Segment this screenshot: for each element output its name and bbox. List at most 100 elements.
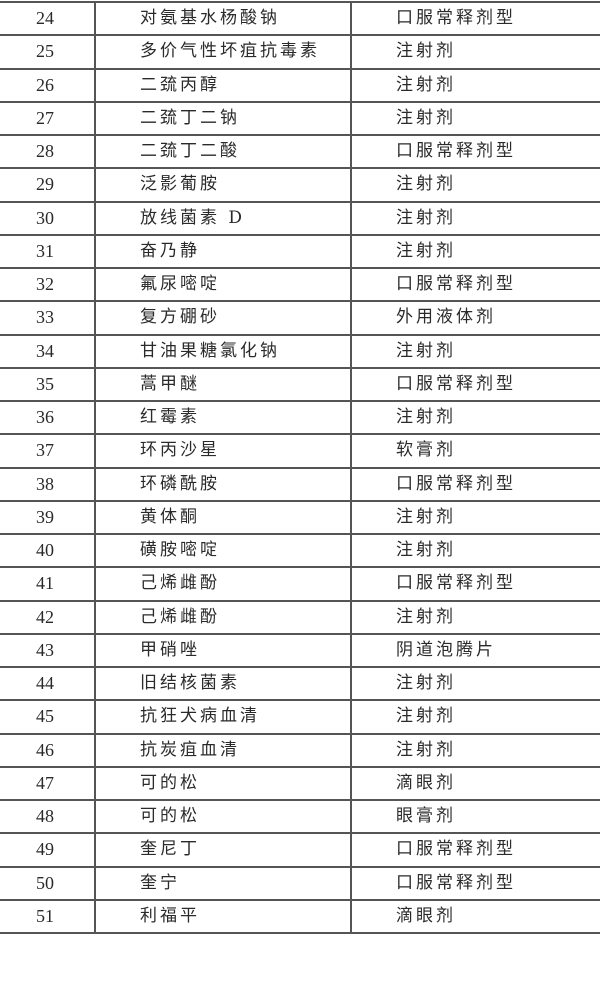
row-number-cell: 44 [0,665,96,702]
dosage-form-cell: 口服常释剂型 [350,566,600,602]
row-number-cell: 31 [0,233,96,270]
row-number-cell: 49 [0,832,96,868]
dosage-form-cell: 滴眼剂 [350,898,600,935]
table-row: 39 黄体酮 注射剂 [0,499,600,536]
dosage-form-cell: 注射剂 [350,599,600,635]
dosage-form-cell: 注射剂 [350,532,600,569]
dosage-form-cell: 口服常释剂型 [350,366,600,403]
drug-name-cell: 抗炭疽血清 [94,732,352,768]
dosage-form-cell: 注射剂 [350,34,600,70]
table-row: 36 红霉素 注射剂 [0,399,600,436]
table-row: 32 氟尿嘧啶 口服常释剂型 [0,266,600,303]
dosage-form-cell: 眼膏剂 [350,798,600,835]
row-number-cell: 37 [0,433,96,469]
row-number-cell: 38 [0,466,96,502]
table-row: 43 甲硝唑 阴道泡腾片 [0,632,600,669]
row-number-cell: 36 [0,399,96,436]
table-row: 33 复方硼砂 外用液体剂 [0,300,600,336]
drug-name-cell: 可的松 [94,765,352,802]
drug-name-cell: 奎尼丁 [94,832,352,868]
row-number-cell: 45 [0,699,96,735]
drug-name-cell: 抗狂犬病血清 [94,699,352,735]
table-row: 25 多价气性坏疽抗毒素 注射剂 [0,34,600,70]
table-row: 28 二巯丁二酸 口服常释剂型 [0,133,600,170]
dosage-form-cell: 注射剂 [350,699,600,735]
row-number-cell: 33 [0,300,96,336]
table-row: 51 利福平 滴眼剂 [0,898,600,935]
dosage-form-cell: 阴道泡腾片 [350,632,600,669]
table-row: 30 放线菌素 D 注射剂 [0,200,600,236]
drug-name-cell: 己烯雌酚 [94,566,352,602]
row-number-cell: 26 [0,67,96,103]
row-number-cell: 27 [0,100,96,137]
drug-name-cell: 甘油果糖氯化钠 [94,333,352,369]
row-number-cell: 35 [0,366,96,403]
drug-table-body: 24 对氨基水杨酸钠 口服常释剂型 25 多价气性坏疽抗毒素 注射剂 26 二巯丙醇 注射剂 27… [0,0,600,935]
table-row: 35 蒿甲醚 口服常释剂型 [0,366,600,403]
row-number-cell: 39 [0,499,96,536]
row-number-cell: 50 [0,865,96,901]
row-number-cell: 29 [0,167,96,203]
row-number-cell: 40 [0,532,96,569]
table-row: 40 磺胺嘧啶 注射剂 [0,532,600,569]
drug-name-cell: 多价气性坏疽抗毒素 [94,34,352,70]
drug-name-cell: 环丙沙星 [94,433,352,469]
drug-table: 24 对氨基水杨酸钠 口服常释剂型 25 多价气性坏疽抗毒素 注射剂 26 二巯丙醇 注射剂 27… [0,0,600,935]
table-row: 41 己烯雌酚 口服常释剂型 [0,566,600,602]
drug-name-cell: 可的松 [94,798,352,835]
row-number-cell: 28 [0,133,96,170]
dosage-form-cell: 外用液体剂 [350,300,600,336]
dosage-form-cell: 注射剂 [350,399,600,436]
drug-name-cell: 奋乃静 [94,233,352,270]
row-number-cell: 41 [0,566,96,602]
drug-name-cell: 复方硼砂 [94,300,352,336]
table-row: 29 泛影葡胺 注射剂 [0,167,600,203]
table-row: 26 二巯丙醇 注射剂 [0,67,600,103]
table-row: 42 己烯雌酚 注射剂 [0,599,600,635]
table-row: 27 二巯丁二钠 注射剂 [0,100,600,137]
drug-name-cell: 氟尿嘧啶 [94,266,352,303]
dosage-form-cell: 口服常释剂型 [350,133,600,170]
dosage-form-cell: 口服常释剂型 [350,0,600,37]
drug-name-cell: 旧结核菌素 [94,665,352,702]
dosage-form-cell: 注射剂 [350,499,600,536]
table-row: 49 奎尼丁 口服常释剂型 [0,832,600,868]
drug-name-cell: 对氨基水杨酸钠 [94,0,352,37]
row-number-cell: 46 [0,732,96,768]
drug-name-cell: 甲硝唑 [94,632,352,669]
table-row: 50 奎宁 口服常释剂型 [0,865,600,901]
drug-name-cell: 己烯雌酚 [94,599,352,635]
drug-name-cell: 环磷酰胺 [94,466,352,502]
drug-name-cell: 磺胺嘧啶 [94,532,352,569]
row-number-cell: 47 [0,765,96,802]
dosage-form-cell: 口服常释剂型 [350,832,600,868]
table-row: 47 可的松 滴眼剂 [0,765,600,802]
dosage-form-cell: 口服常释剂型 [350,266,600,303]
drug-name-cell: 二巯丁二钠 [94,100,352,137]
table-row: 31 奋乃静 注射剂 [0,233,600,270]
dosage-form-cell: 滴眼剂 [350,765,600,802]
table-row: 34 甘油果糖氯化钠 注射剂 [0,333,600,369]
dosage-form-cell: 注射剂 [350,233,600,270]
table-row: 48 可的松 眼膏剂 [0,798,600,835]
row-number-cell: 30 [0,200,96,236]
dosage-form-cell: 注射剂 [350,732,600,768]
table-row: 45 抗狂犬病血清 注射剂 [0,699,600,735]
dosage-form-cell: 口服常释剂型 [350,865,600,901]
drug-name-cell: 黄体酮 [94,499,352,536]
drug-name-cell: 蒿甲醚 [94,366,352,403]
dosage-form-cell: 注射剂 [350,100,600,137]
table-row: 24 对氨基水杨酸钠 口服常释剂型 [0,0,600,37]
row-number-cell: 34 [0,333,96,369]
dosage-form-cell: 注射剂 [350,167,600,203]
row-number-cell: 48 [0,798,96,835]
dosage-form-cell: 软膏剂 [350,433,600,469]
dosage-form-cell: 注射剂 [350,200,600,236]
dosage-form-cell: 注射剂 [350,333,600,369]
drug-name-cell: 红霉素 [94,399,352,436]
dosage-form-cell: 注射剂 [350,665,600,702]
table-row: 38 环磷酰胺 口服常释剂型 [0,466,600,502]
row-number-cell: 32 [0,266,96,303]
row-number-cell: 51 [0,898,96,935]
drug-name-cell: 奎宁 [94,865,352,901]
